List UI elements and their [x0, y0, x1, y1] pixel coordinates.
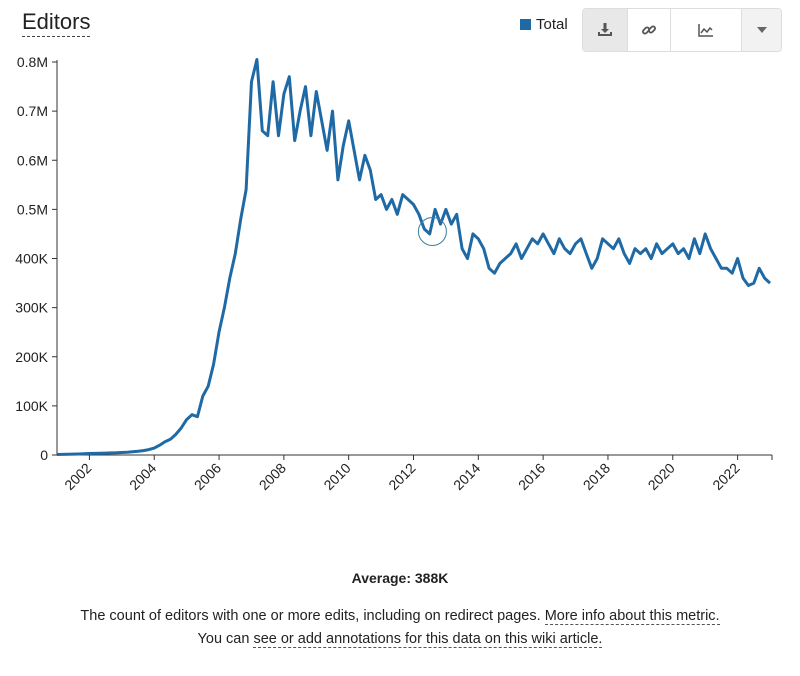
x-tick-label: 2004 — [126, 460, 159, 493]
link-icon — [642, 25, 656, 35]
y-tick-label: 0 — [40, 447, 48, 463]
y-tick-label: 0.5M — [17, 201, 48, 217]
hover-marker — [417, 216, 447, 246]
series-line-total — [56, 58, 772, 456]
line-chart-icon — [698, 24, 713, 37]
download-icon — [598, 23, 612, 36]
y-tick-label: 100K — [15, 398, 48, 414]
link-button[interactable] — [628, 9, 671, 51]
caret-down-icon — [756, 27, 767, 33]
y-tick-label: 300K — [15, 300, 48, 316]
download-button[interactable] — [583, 9, 628, 51]
x-tick-label: 2014 — [450, 460, 483, 493]
annotations-prefix: You can — [197, 631, 254, 647]
line-chart: 0 100K 200K 300K 400K 0.5M 0.6M 0.7M 0.8M 2002 200… — [15, 54, 773, 493]
x-tick-label: 2020 — [645, 460, 678, 493]
x-tick-label: 2022 — [709, 460, 742, 493]
legend-swatch — [520, 19, 531, 30]
y-tick-label: 0.6M — [17, 152, 48, 168]
chart-toolbar — [582, 8, 782, 52]
dropdown-button[interactable] — [742, 9, 781, 51]
metric-info-link[interactable]: More info about this metric. — [544, 608, 720, 625]
y-tick-label: 200K — [15, 349, 48, 365]
y-tick-label: 400K — [15, 251, 48, 267]
description-text: The count of editors with one or more ed… — [80, 608, 545, 624]
chart-title[interactable]: Editors — [22, 9, 91, 37]
legend: Total — [520, 16, 568, 33]
x-tick-label: 2002 — [61, 460, 94, 493]
y-tick-label: 0.7M — [17, 103, 48, 119]
x-tick-label: 2018 — [580, 460, 613, 493]
chart-type-button[interactable] — [671, 9, 742, 51]
x-tick-label: 2012 — [385, 460, 418, 493]
x-tick-label: 2010 — [320, 460, 353, 493]
x-tick-label: 2016 — [515, 460, 548, 493]
legend-label-total: Total — [536, 16, 568, 33]
metric-description: The count of editors with one or more ed… — [0, 605, 800, 651]
x-tick-label: 2008 — [256, 460, 289, 493]
x-tick-label: 2006 — [191, 460, 224, 493]
average-value: Average: 388K — [351, 570, 449, 586]
annotations-link[interactable]: see or add annotations for this data on … — [253, 631, 603, 648]
y-tick-label: 0.8M — [17, 54, 48, 70]
